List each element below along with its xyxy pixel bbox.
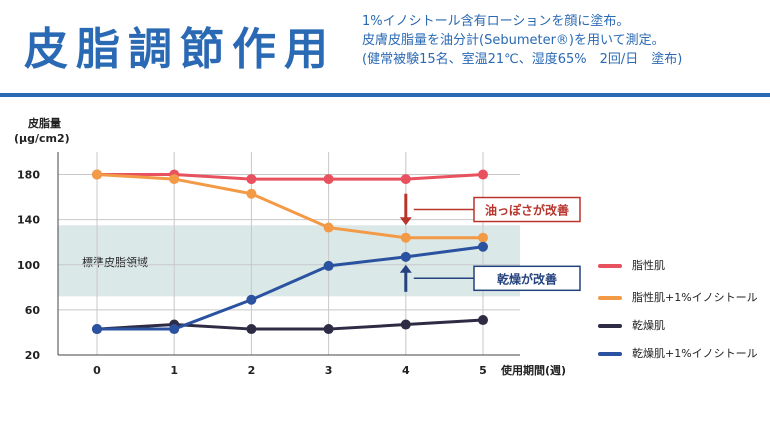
series-point-oily_inositol-5	[478, 232, 488, 243]
series-point-oily-5	[478, 169, 488, 180]
series-point-dry_inositol-4	[400, 251, 411, 262]
series-point-oily-2	[246, 174, 257, 185]
series-point-dry_inositol-3	[323, 260, 334, 271]
y-axis-label-line-1: 皮脂量	[27, 116, 61, 130]
arrow-head-dry	[399, 264, 412, 273]
x-tick-label-0: 0	[93, 364, 101, 377]
y-tick-label-2: 100	[17, 259, 40, 272]
legend-label-dry_inositol: 乾燥肌+1%イノシトール	[632, 347, 758, 360]
series-point-dry-4	[400, 319, 411, 330]
callout-box-dry	[473, 265, 581, 292]
callout-label-dry: 乾燥が改善	[497, 271, 557, 286]
series-point-oily_inositol-1	[169, 174, 180, 185]
series-point-oily_inositol-4	[400, 232, 411, 243]
series-point-dry_inositol-2	[246, 294, 257, 305]
series-point-oily_inositol-3	[323, 222, 334, 233]
series-line-dry_inositol	[97, 245, 484, 331]
x-tick-label-1: 1	[170, 364, 178, 377]
x-tick-label-4: 4	[402, 364, 410, 377]
description: 1%イノシトール含有ローションを顔に塗布。 皮膚皮脂量を油分計(Sebumete…	[362, 12, 682, 69]
description-line-1: 1%イノシトール含有ローションを顔に塗布。	[362, 14, 630, 29]
series-point-oily_inositol-0	[92, 169, 102, 180]
y-tick-label-1: 60	[25, 304, 41, 317]
legend-label-oily_inositol: 脂性肌+1%イノシトール	[632, 291, 758, 304]
series-point-oily_inositol-2	[246, 188, 257, 199]
series-line-oily_inositol	[96, 173, 483, 240]
x-tick-label-3: 3	[325, 364, 333, 377]
series-point-oily-3	[323, 174, 334, 185]
legend-label-oily: 脂性肌	[632, 259, 665, 272]
callout-box-oily	[473, 196, 581, 223]
series-line-oily	[97, 173, 484, 181]
series-point-dry_inositol-5	[478, 241, 488, 252]
y-axis-label-line-2: (μg/cm2)	[14, 132, 70, 145]
y-tick-label-3: 140	[17, 214, 40, 227]
y-tick-label-4: 180	[17, 169, 40, 182]
series-point-dry-3	[323, 324, 334, 335]
series-point-dry-5	[478, 315, 488, 326]
legend-swatch-dry	[598, 324, 622, 328]
series-line-dry	[96, 318, 484, 331]
legend-swatch-oily_inositol	[598, 296, 622, 300]
y-tick-label-0: 20	[25, 349, 41, 362]
x-tick-label-5: 5	[479, 364, 487, 377]
series-point-dry_inositol-1	[169, 324, 180, 335]
title-divider	[0, 93, 770, 97]
arrow-head-oily	[399, 217, 412, 226]
callout-label-oily: 油っぽさが改善	[485, 203, 569, 218]
description-line-3: (健常被験15名、室温21℃、湿度65% 2回/日 塗布)	[362, 52, 683, 67]
series-point-dry_inositol-0	[92, 324, 102, 335]
band-label: 標準皮脂領域	[82, 255, 148, 269]
x-axis-label: 使用期間(週)	[500, 363, 566, 377]
series-point-oily-4	[400, 174, 411, 185]
page-title: 皮脂調節作用	[24, 24, 336, 75]
series-point-dry-2	[246, 324, 257, 335]
legend-swatch-dry_inositol	[598, 352, 622, 356]
legend-label-dry: 乾燥肌	[632, 319, 665, 332]
legend-swatch-oily	[598, 264, 622, 268]
x-tick-label-2: 2	[248, 364, 256, 377]
description-line-2: 皮膚皮脂量を油分計(Sebumeter®)を用いて測定。	[362, 33, 665, 48]
